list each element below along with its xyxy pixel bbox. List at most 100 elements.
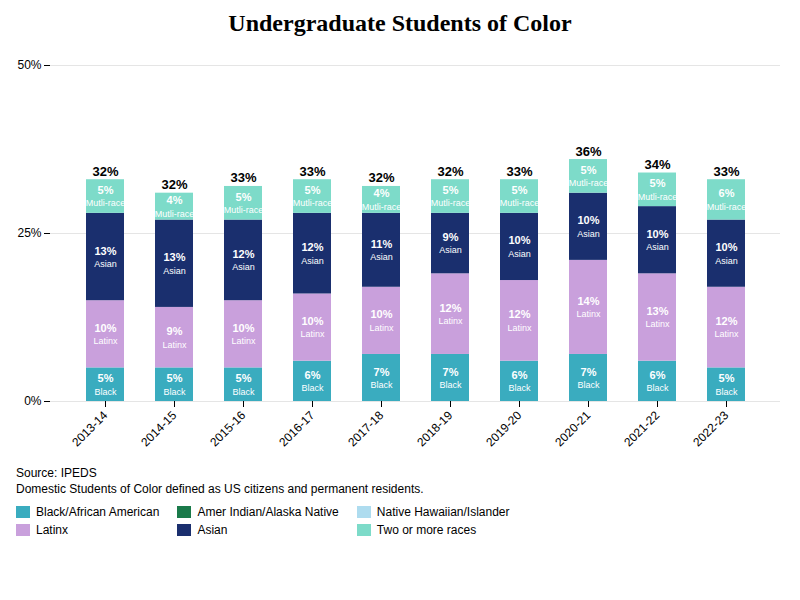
svg-text:5%: 5% bbox=[719, 372, 735, 384]
svg-text:25%: 25% bbox=[17, 226, 41, 240]
svg-text:2018-19: 2018-19 bbox=[414, 408, 455, 449]
svg-text:2016-17: 2016-17 bbox=[276, 408, 317, 449]
svg-text:4%: 4% bbox=[167, 194, 183, 206]
svg-text:Black: Black bbox=[715, 387, 738, 397]
svg-text:32%: 32% bbox=[161, 177, 187, 192]
svg-text:Black: Black bbox=[232, 387, 255, 397]
svg-text:13%: 13% bbox=[163, 251, 185, 263]
svg-text:Mutli-race: Mutli-race bbox=[431, 198, 471, 208]
svg-text:Black: Black bbox=[301, 383, 324, 393]
svg-text:Asian: Asian bbox=[301, 256, 324, 266]
svg-text:Mutli-race: Mutli-race bbox=[638, 192, 678, 202]
svg-text:Mutli-race: Mutli-race bbox=[500, 198, 540, 208]
svg-text:Asian: Asian bbox=[577, 229, 600, 239]
svg-text:32%: 32% bbox=[368, 170, 394, 185]
svg-text:7%: 7% bbox=[581, 366, 597, 378]
svg-text:11%: 11% bbox=[371, 238, 393, 250]
svg-text:10%: 10% bbox=[715, 241, 737, 253]
svg-text:5%: 5% bbox=[650, 177, 666, 189]
svg-text:2021-22: 2021-22 bbox=[621, 408, 662, 449]
svg-text:Mutli-race: Mutli-race bbox=[224, 205, 264, 215]
svg-text:6%: 6% bbox=[650, 369, 666, 381]
svg-text:6%: 6% bbox=[719, 187, 735, 199]
svg-text:Black: Black bbox=[577, 380, 600, 390]
svg-text:5%: 5% bbox=[581, 164, 597, 176]
svg-text:6%: 6% bbox=[512, 369, 528, 381]
svg-text:Mutli-race: Mutli-race bbox=[569, 178, 609, 188]
svg-text:Asian: Asian bbox=[715, 256, 738, 266]
svg-text:12%: 12% bbox=[715, 315, 737, 327]
svg-text:10%: 10% bbox=[370, 308, 392, 320]
svg-text:2017-18: 2017-18 bbox=[345, 408, 386, 449]
svg-text:12%: 12% bbox=[439, 302, 461, 314]
svg-text:5%: 5% bbox=[167, 372, 183, 384]
svg-text:2014-15: 2014-15 bbox=[138, 408, 179, 449]
svg-text:Latinx: Latinx bbox=[576, 309, 601, 319]
svg-text:6%: 6% bbox=[305, 369, 321, 381]
svg-text:10%: 10% bbox=[94, 322, 116, 334]
svg-text:12%: 12% bbox=[232, 248, 254, 260]
svg-text:Mutli-race: Mutli-race bbox=[707, 202, 747, 212]
svg-text:33%: 33% bbox=[713, 164, 739, 179]
svg-text:33%: 33% bbox=[230, 170, 256, 185]
svg-text:9%: 9% bbox=[443, 231, 459, 243]
svg-text:10%: 10% bbox=[301, 315, 323, 327]
svg-text:2020-21: 2020-21 bbox=[552, 408, 593, 449]
svg-text:Black: Black bbox=[163, 387, 186, 397]
svg-text:Asian: Asian bbox=[439, 245, 462, 255]
svg-text:Asian: Asian bbox=[163, 266, 186, 276]
svg-text:Latinx: Latinx bbox=[645, 319, 670, 329]
svg-text:Black: Black bbox=[370, 380, 393, 390]
svg-text:Black: Black bbox=[94, 387, 117, 397]
svg-text:10%: 10% bbox=[577, 214, 599, 226]
svg-text:2015-16: 2015-16 bbox=[207, 408, 248, 449]
svg-text:Black: Black bbox=[508, 383, 531, 393]
svg-text:Asian: Asian bbox=[508, 249, 531, 259]
svg-text:Latinx: Latinx bbox=[438, 316, 463, 326]
svg-text:Latinx: Latinx bbox=[714, 329, 739, 339]
svg-text:34%: 34% bbox=[644, 157, 670, 172]
svg-text:32%: 32% bbox=[92, 164, 118, 179]
svg-text:Asian: Asian bbox=[370, 252, 393, 262]
svg-text:7%: 7% bbox=[374, 366, 390, 378]
svg-text:Latinx: Latinx bbox=[93, 336, 118, 346]
svg-text:32%: 32% bbox=[437, 164, 463, 179]
svg-text:12%: 12% bbox=[301, 241, 323, 253]
svg-text:5%: 5% bbox=[512, 184, 528, 196]
svg-text:33%: 33% bbox=[506, 164, 532, 179]
svg-text:Latinx: Latinx bbox=[162, 340, 187, 350]
svg-text:Latinx: Latinx bbox=[231, 336, 256, 346]
svg-text:Latinx: Latinx bbox=[300, 329, 325, 339]
svg-text:13%: 13% bbox=[94, 245, 116, 257]
svg-text:33%: 33% bbox=[299, 164, 325, 179]
svg-text:13%: 13% bbox=[646, 305, 668, 317]
svg-text:Black: Black bbox=[646, 383, 669, 393]
svg-text:Mutli-race: Mutli-race bbox=[86, 198, 126, 208]
svg-text:5%: 5% bbox=[236, 372, 252, 384]
svg-text:10%: 10% bbox=[508, 234, 530, 246]
svg-text:Mutli-race: Mutli-race bbox=[362, 202, 402, 212]
svg-text:5%: 5% bbox=[443, 184, 459, 196]
svg-text:Latinx: Latinx bbox=[369, 323, 394, 333]
svg-text:9%: 9% bbox=[167, 325, 183, 337]
svg-text:Mutli-race: Mutli-race bbox=[293, 198, 333, 208]
svg-text:0%: 0% bbox=[24, 394, 42, 408]
svg-text:Asian: Asian bbox=[94, 259, 117, 269]
svg-text:5%: 5% bbox=[236, 191, 252, 203]
svg-text:Asian: Asian bbox=[646, 242, 669, 252]
svg-text:5%: 5% bbox=[98, 372, 114, 384]
svg-text:5%: 5% bbox=[98, 184, 114, 196]
svg-text:2013-14: 2013-14 bbox=[69, 408, 110, 449]
svg-text:Mutli-race: Mutli-race bbox=[155, 209, 195, 219]
svg-text:4%: 4% bbox=[374, 187, 390, 199]
svg-text:2019-20: 2019-20 bbox=[483, 408, 524, 449]
svg-text:14%: 14% bbox=[577, 295, 599, 307]
svg-text:50%: 50% bbox=[17, 58, 41, 72]
svg-text:10%: 10% bbox=[646, 228, 668, 240]
svg-text:Black: Black bbox=[439, 380, 462, 390]
svg-text:10%: 10% bbox=[232, 322, 254, 334]
svg-text:Latinx: Latinx bbox=[507, 323, 532, 333]
svg-text:7%: 7% bbox=[443, 366, 459, 378]
svg-text:12%: 12% bbox=[508, 308, 530, 320]
svg-text:36%: 36% bbox=[575, 144, 601, 159]
